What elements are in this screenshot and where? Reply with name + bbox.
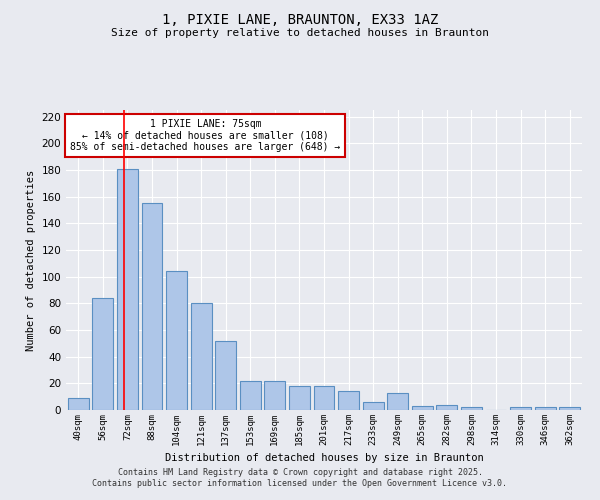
Bar [117, 168, 138, 410]
Bar [362, 402, 383, 410]
Bar [166, 272, 187, 410]
Text: 1, PIXIE LANE, BRAUNTON, EX33 1AZ: 1, PIXIE LANE, BRAUNTON, EX33 1AZ [162, 12, 438, 26]
Text: Size of property relative to detached houses in Braunton: Size of property relative to detached ho… [111, 28, 489, 38]
Bar [191, 304, 212, 410]
Bar [436, 404, 457, 410]
Bar [535, 408, 556, 410]
Bar [510, 408, 531, 410]
Bar [92, 298, 113, 410]
Bar [68, 398, 89, 410]
Bar [338, 392, 359, 410]
Bar [461, 408, 482, 410]
Bar [215, 340, 236, 410]
Bar [412, 406, 433, 410]
Bar [559, 408, 580, 410]
Y-axis label: Number of detached properties: Number of detached properties [26, 170, 36, 350]
X-axis label: Distribution of detached houses by size in Braunton: Distribution of detached houses by size … [164, 454, 484, 464]
Bar [240, 380, 261, 410]
Bar [314, 386, 334, 410]
Text: Contains HM Land Registry data © Crown copyright and database right 2025.
Contai: Contains HM Land Registry data © Crown c… [92, 468, 508, 487]
Bar [289, 386, 310, 410]
Bar [265, 380, 286, 410]
Bar [387, 392, 408, 410]
Bar [142, 204, 163, 410]
Text: 1 PIXIE LANE: 75sqm
← 14% of detached houses are smaller (108)
85% of semi-detac: 1 PIXIE LANE: 75sqm ← 14% of detached ho… [70, 119, 340, 152]
